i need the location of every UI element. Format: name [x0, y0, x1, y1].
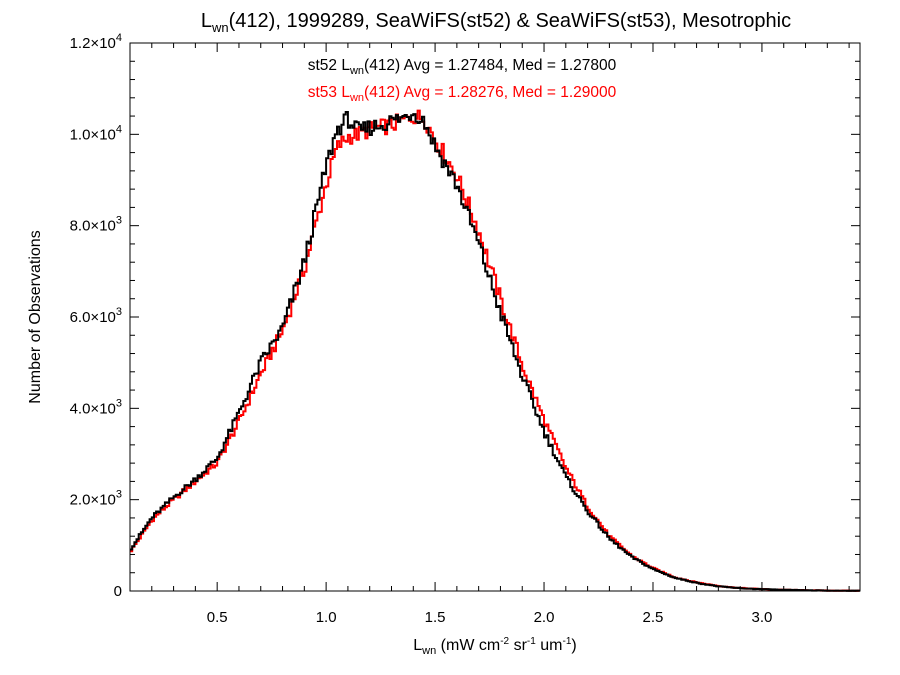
y-tick-label: 1.0×104	[70, 123, 122, 143]
plot-frame	[129, 42, 861, 592]
y-tick-label: 1.2×104	[70, 32, 122, 52]
x-tick-label: 2.0	[534, 609, 555, 626]
x-tick-label: 1.0	[316, 609, 337, 626]
y-axis-label: Number of Observations	[27, 230, 44, 403]
series-st53-line	[130, 109, 860, 592]
x-tick-label: 0.5	[207, 609, 228, 626]
x-axis-label: Lwn (mW cm-2 sr-1 um-1)	[413, 636, 576, 657]
y-tick-label: 2.0×103	[70, 489, 122, 509]
chart-title: Lwn(412), 1999289, SeaWiFS(st52) & SeaWi…	[201, 10, 791, 35]
y-tick-label: 0	[114, 583, 122, 600]
y-tick-label: 6.0×103	[70, 306, 122, 326]
series-st52-line	[130, 111, 860, 592]
ticks-layer: 0.5 1.0 1.5 2.0 2.5 3.0 0 2.0×103 4.0×103 6.0×103…	[70, 32, 860, 626]
annotation-st53: st53 Lwn(412) Avg = 1.28276, Med = 1.290…	[308, 84, 617, 104]
x-tick-label: 2.5	[643, 609, 664, 626]
x-tick-label: 1.5	[425, 609, 446, 626]
series-layer	[130, 109, 860, 592]
y-tick-label: 4.0×103	[70, 397, 122, 417]
annotation-st52: st52 Lwn(412) Avg = 1.27484, Med = 1.278…	[308, 57, 617, 77]
y-tick-label: 8.0×103	[70, 215, 122, 235]
x-tick-label: 3.0	[752, 609, 773, 626]
